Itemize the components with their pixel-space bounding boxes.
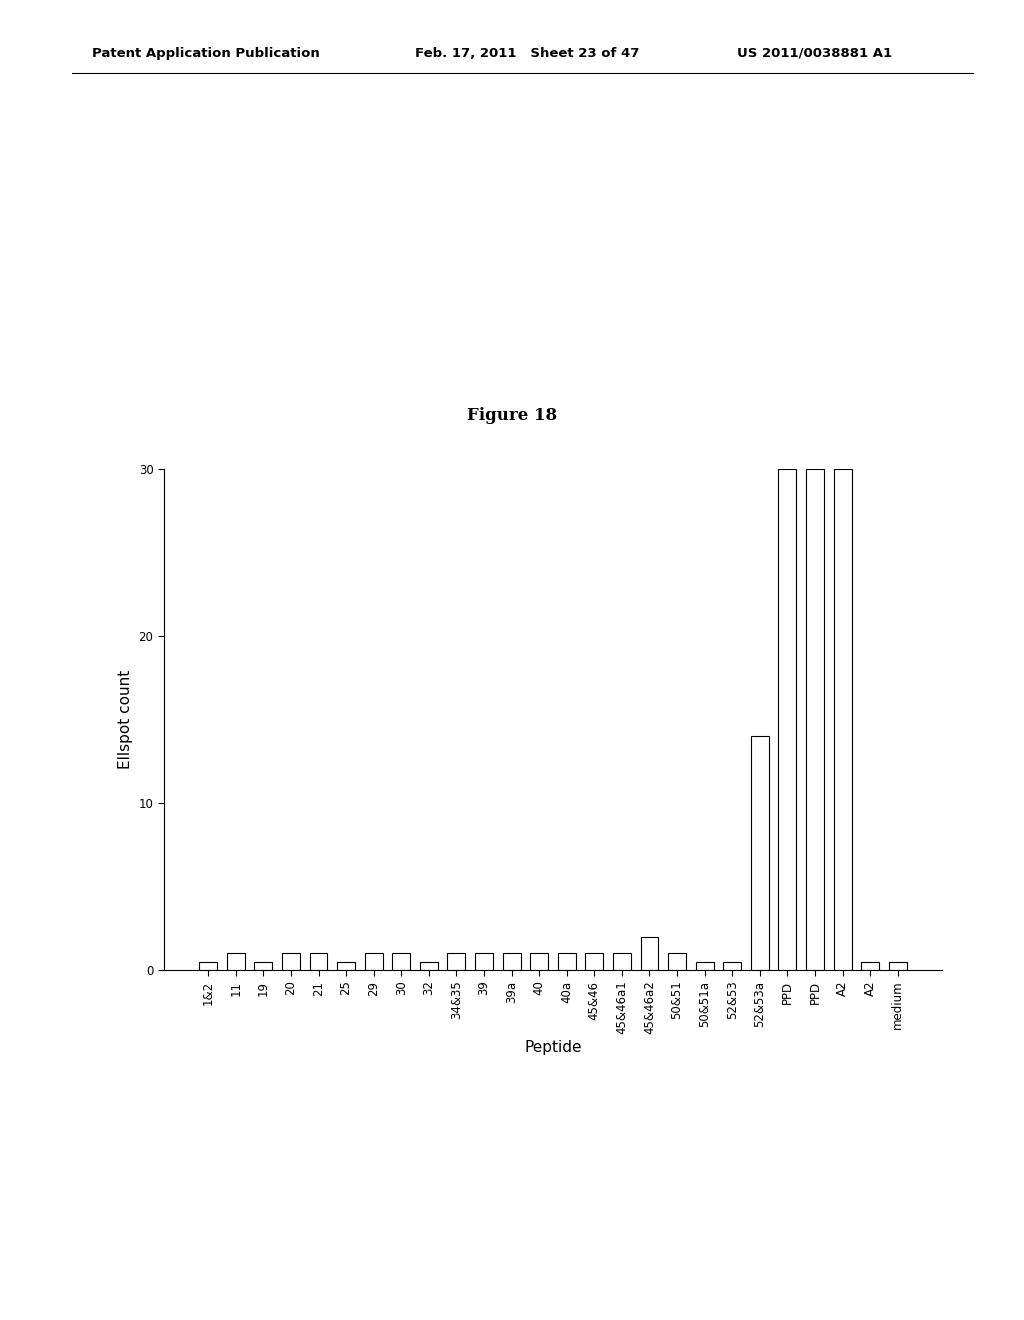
Bar xyxy=(613,953,631,970)
X-axis label: Peptide: Peptide xyxy=(524,1040,582,1055)
Bar xyxy=(200,962,217,970)
Bar xyxy=(365,953,383,970)
Text: Figure 18: Figure 18 xyxy=(467,408,557,424)
Bar xyxy=(420,962,438,970)
Bar xyxy=(861,962,880,970)
Bar xyxy=(447,953,465,970)
Bar xyxy=(282,953,300,970)
Bar xyxy=(695,962,714,970)
Text: US 2011/0038881 A1: US 2011/0038881 A1 xyxy=(737,46,892,59)
Bar xyxy=(503,953,520,970)
Bar xyxy=(668,953,686,970)
Text: Patent Application Publication: Patent Application Publication xyxy=(92,46,319,59)
Bar xyxy=(723,962,741,970)
Bar xyxy=(778,469,797,970)
Bar xyxy=(337,962,355,970)
Bar xyxy=(475,953,493,970)
Bar xyxy=(392,953,411,970)
Bar xyxy=(558,953,575,970)
Bar xyxy=(530,953,548,970)
Bar xyxy=(254,962,272,970)
Bar xyxy=(889,962,906,970)
Bar xyxy=(834,469,852,970)
Bar xyxy=(751,737,769,970)
Y-axis label: Ellspot count: Ellspot count xyxy=(118,669,133,770)
Text: Feb. 17, 2011   Sheet 23 of 47: Feb. 17, 2011 Sheet 23 of 47 xyxy=(415,46,639,59)
Bar xyxy=(309,953,328,970)
Bar xyxy=(226,953,245,970)
Bar xyxy=(806,469,824,970)
Bar xyxy=(586,953,603,970)
Bar xyxy=(641,937,658,970)
